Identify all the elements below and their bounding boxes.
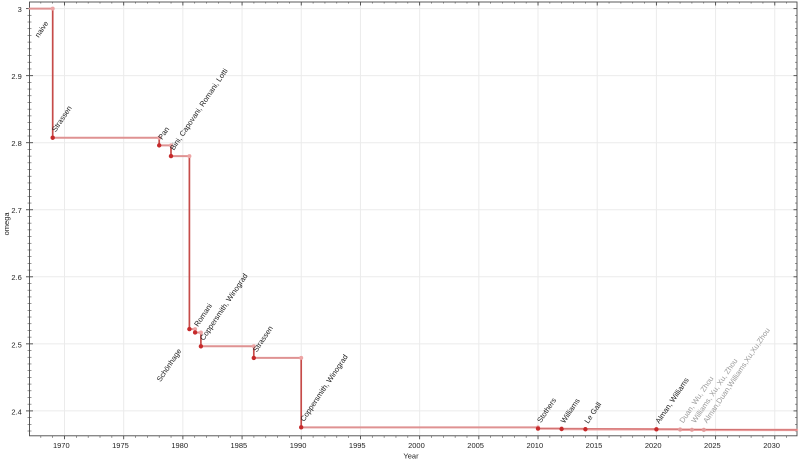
- svg-text:2010: 2010: [526, 441, 543, 450]
- svg-text:2025: 2025: [704, 441, 721, 450]
- svg-text:2005: 2005: [467, 441, 484, 450]
- svg-text:2030: 2030: [763, 441, 780, 450]
- svg-text:2020: 2020: [645, 441, 662, 450]
- svg-text:2.6: 2.6: [11, 273, 21, 282]
- svg-text:2000: 2000: [408, 441, 425, 450]
- svg-text:2.7: 2.7: [11, 206, 21, 215]
- svg-text:2.4: 2.4: [11, 407, 21, 416]
- svg-text:1985: 1985: [231, 441, 248, 450]
- svg-text:1995: 1995: [349, 441, 366, 450]
- svg-text:1975: 1975: [112, 441, 129, 450]
- svg-text:omega: omega: [2, 212, 11, 236]
- svg-text:Year: Year: [403, 451, 419, 460]
- svg-text:2.8: 2.8: [11, 139, 21, 148]
- svg-text:1980: 1980: [171, 441, 188, 450]
- svg-text:2.9: 2.9: [11, 72, 21, 81]
- svg-text:3: 3: [18, 5, 22, 14]
- svg-text:1970: 1970: [53, 441, 70, 450]
- svg-text:2.5: 2.5: [11, 340, 21, 349]
- svg-text:2015: 2015: [586, 441, 603, 450]
- svg-text:1990: 1990: [290, 441, 307, 450]
